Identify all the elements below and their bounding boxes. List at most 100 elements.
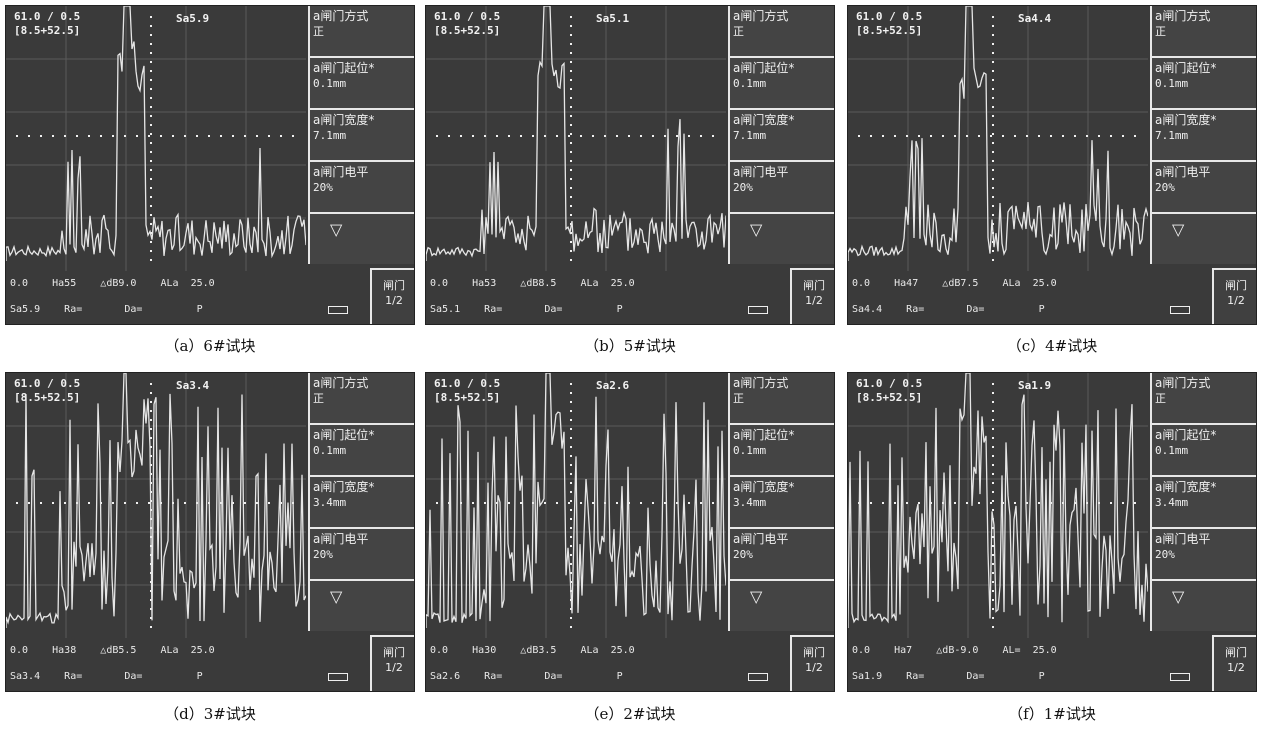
panel-caption: （c）4#试块 <box>1006 337 1098 355</box>
gate-level-menu-item[interactable]: a闸门电平 20% <box>730 529 834 581</box>
gate-page-number: 1/2 <box>385 661 403 674</box>
more-down-icon[interactable]: ▽ <box>330 587 343 606</box>
more-down-icon[interactable]: ▽ <box>1172 587 1185 606</box>
gate-menu: a闸门方式正 a闸门起位* 0.1mm a闸门宽度* 7.1mm a闸门电平 20% ▽ <box>1150 6 1256 264</box>
gate-page-label: 闸门 <box>1225 646 1247 659</box>
gate-start-menu-item[interactable]: a闸门起位* 0.1mm <box>310 425 414 477</box>
gate-page-button[interactable]: 闸门 1/2 <box>790 635 834 691</box>
gate-start-menu-item[interactable]: a闸门起位* 0.1mm <box>1152 425 1256 477</box>
gate-mode-label: a闸门方式 <box>1155 376 1211 390</box>
gate-width-menu-item[interactable]: a闸门宽度* 7.1mm <box>310 110 414 162</box>
gate-page-label: 闸门 <box>383 646 405 659</box>
gate-page-button[interactable]: 闸门 1/2 <box>790 268 834 324</box>
gate-mode-label: a闸门方式 <box>733 9 789 23</box>
gate-start-value: 0.1mm <box>1155 77 1189 90</box>
panel-caption: （b）5#试块 <box>584 337 676 355</box>
gate-level-label: a闸门电平 <box>313 165 369 179</box>
waveform-plot <box>848 373 1148 638</box>
gate-page-label: 闸门 <box>1225 279 1247 292</box>
scope-panel: 61.0 / 0.5 [8.5+52.5] Sa5.1 a闸门方式正 a闸门起位* 0.1… <box>425 5 835 325</box>
echo-waveform <box>426 6 726 261</box>
gate-start-value: 0.1mm <box>313 77 347 90</box>
waveform-plot <box>426 373 726 638</box>
gate-menu: a闸门方式正 a闸门起位* 0.1mm a闸门宽度* 3.4mm a闸门电平 20% ▽ <box>728 373 834 631</box>
gate-width-menu-item[interactable]: a闸门宽度* 7.1mm <box>1152 110 1256 162</box>
gate-start-menu-item[interactable]: a闸门起位* 0.1mm <box>730 425 834 477</box>
gate-width-label: a闸门宽度* <box>733 113 795 127</box>
gate-mode-menu-item[interactable]: a闸门方式正 <box>310 6 414 58</box>
gate-width-label: a闸门宽度* <box>1155 113 1217 127</box>
gate-level-label: a闸门电平 <box>733 165 789 179</box>
scope-screen: 61.0 / 0.5 [8.5+52.5] Sa1.9 a闸门方式正 a闸门起位* 0.1… <box>847 372 1257 692</box>
status-line-1: 0.0 Ha30 △dB3.5 ALa 25.0 <box>430 645 635 656</box>
gate-width-menu-item[interactable]: a闸门宽度* 7.1mm <box>730 110 834 162</box>
gate-mode-value: 正 <box>1155 392 1166 405</box>
range-span: [8.5+52.5] <box>434 24 501 37</box>
echo-waveform <box>848 373 1148 628</box>
status-line-2: Sa4.4 Ra= Da= P <box>852 304 1045 315</box>
more-down-icon[interactable]: ▽ <box>330 220 343 239</box>
echo-waveform <box>6 373 306 628</box>
echo-waveform <box>426 373 726 628</box>
gate-mode-menu-item[interactable]: a闸门方式正 <box>1152 373 1256 425</box>
range-readout: 61.0 / 0.5 [8.5+52.5] <box>14 10 80 38</box>
more-down-icon[interactable]: ▽ <box>750 587 763 606</box>
gate-mode-menu-item[interactable]: a闸门方式正 <box>730 6 834 58</box>
gate-page-label: 闸门 <box>803 646 825 659</box>
gate-level-menu-item[interactable]: a闸门电平 20% <box>730 162 834 214</box>
battery-icon <box>1170 673 1190 681</box>
battery-icon <box>748 306 768 314</box>
range-readout: 61.0 / 0.5 [8.5+52.5] <box>856 377 922 405</box>
gate-mode-menu-item[interactable]: a闸门方式正 <box>310 373 414 425</box>
status-line-1: 0.0 Ha7 △dB-9.0 AL= 25.0 <box>852 645 1057 656</box>
gate-mode-menu-item[interactable]: a闸门方式正 <box>1152 6 1256 58</box>
scope-screen: 61.0 / 0.5 [8.5+52.5] Sa2.6 a闸门方式正 a闸门起位* 0.1… <box>425 372 835 692</box>
status-line-1: 0.0 Ha53 △dB8.5 ALa 25.0 <box>430 278 635 289</box>
status-line-1: 0.0 Ha55 △dB9.0 ALa 25.0 <box>10 278 215 289</box>
gate-page-number: 1/2 <box>385 294 403 307</box>
status-line-2: Sa2.6 Ra= Da= P <box>430 671 623 682</box>
gate-width-label: a闸门宽度* <box>313 480 375 494</box>
gate-width-menu-item[interactable]: a闸门宽度* 3.4mm <box>730 477 834 529</box>
gate-page-button[interactable]: 闸门 1/2 <box>370 268 414 324</box>
gate-level-value: 20% <box>1155 181 1175 194</box>
gate-start-value: 0.1mm <box>733 77 767 90</box>
gate-level-value: 20% <box>313 181 333 194</box>
gate-mode-value: 正 <box>733 25 744 38</box>
gate-level-menu-item[interactable]: a闸门电平 20% <box>1152 162 1256 214</box>
scope-panel: 61.0 / 0.5 [8.5+52.5] Sa4.4 a闸门方式正 a闸门起位* 0.1… <box>847 5 1257 325</box>
gate-start-menu-item[interactable]: a闸门起位* 0.1mm <box>310 58 414 110</box>
gate-level-menu-item[interactable]: a闸门电平 20% <box>310 162 414 214</box>
gate-level-menu-item[interactable]: a闸门电平 20% <box>1152 529 1256 581</box>
more-down-icon[interactable]: ▽ <box>750 220 763 239</box>
gate-level-label: a闸门电平 <box>733 532 789 546</box>
gate-width-menu-item[interactable]: a闸门宽度* 3.4mm <box>310 477 414 529</box>
battery-icon <box>748 673 768 681</box>
gate-start-menu-item[interactable]: a闸门起位* 0.1mm <box>1152 58 1256 110</box>
gate-menu: a闸门方式正 a闸门起位* 0.1mm a闸门宽度* 3.4mm a闸门电平 20% ▽ <box>308 373 414 631</box>
range-value: 61.0 / 0.5 <box>434 10 501 23</box>
battery-icon <box>328 306 348 314</box>
gate-start-label: a闸门起位* <box>733 61 795 75</box>
gate-level-menu-item[interactable]: a闸门电平 20% <box>310 529 414 581</box>
gate-page-number: 1/2 <box>1227 294 1245 307</box>
gate-start-value: 0.1mm <box>1155 444 1189 457</box>
sa-readout: Sa5.9 <box>176 12 210 25</box>
waveform-plot <box>848 6 1148 271</box>
range-value: 61.0 / 0.5 <box>434 377 501 390</box>
gate-start-label: a闸门起位* <box>1155 428 1217 442</box>
gate-page-button[interactable]: 闸门 1/2 <box>1212 635 1256 691</box>
gate-page-button[interactable]: 闸门 1/2 <box>1212 268 1256 324</box>
range-value: 61.0 / 0.5 <box>14 10 81 23</box>
gate-page-button[interactable]: 闸门 1/2 <box>370 635 414 691</box>
gate-mode-menu-item[interactable]: a闸门方式正 <box>730 373 834 425</box>
battery-icon <box>328 673 348 681</box>
gate-width-value: 7.1mm <box>313 129 347 142</box>
more-down-icon[interactable]: ▽ <box>1172 220 1185 239</box>
gate-start-menu-item[interactable]: a闸门起位* 0.1mm <box>730 58 834 110</box>
gate-width-value: 7.1mm <box>733 129 767 142</box>
gate-width-menu-item[interactable]: a闸门宽度* 3.4mm <box>1152 477 1256 529</box>
gate-mode-label: a闸门方式 <box>1155 9 1211 23</box>
sa-readout: Sa1.9 <box>1018 379 1052 392</box>
gate-mode-value: 正 <box>313 392 324 405</box>
